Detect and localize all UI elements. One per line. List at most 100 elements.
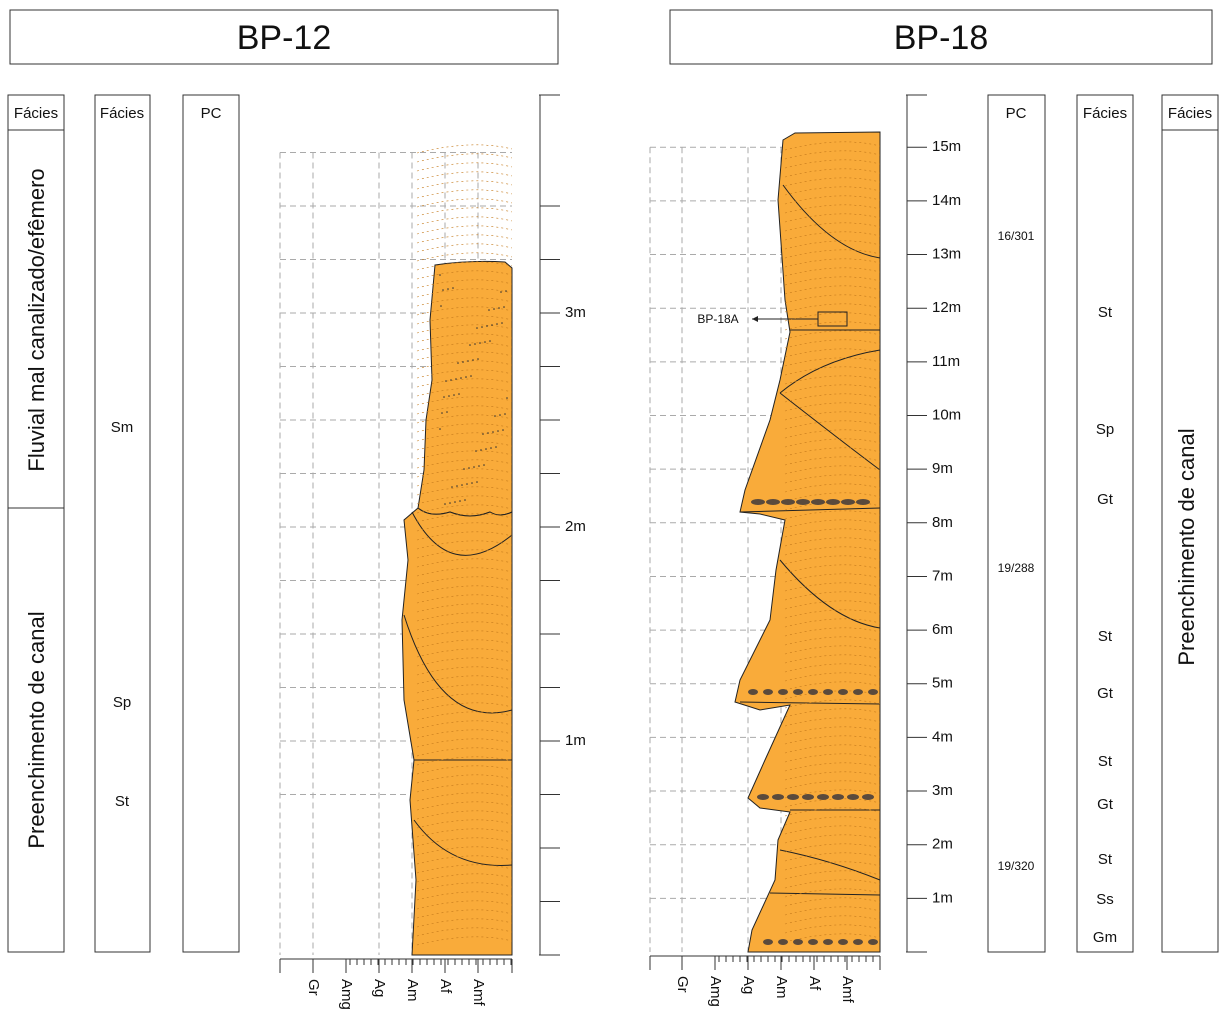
facies-association: Fluvial mal canalizado/efêmero <box>24 168 49 471</box>
grain-dot <box>491 324 493 326</box>
clast <box>781 499 795 505</box>
lamination <box>417 190 512 198</box>
lamination <box>417 208 512 216</box>
grain-dot <box>498 307 500 309</box>
depth-label: 5m <box>932 675 953 692</box>
grain-dot <box>442 289 444 291</box>
clast <box>778 689 788 695</box>
grain-dot <box>484 341 486 343</box>
clast <box>838 939 848 945</box>
grain-dot <box>493 308 495 310</box>
depth-label: 2m <box>565 518 586 535</box>
stratigraphic-logs: BP-12 BP-18 Fácies Fácies PC Fluvial mal… <box>0 0 1220 1017</box>
grain-dot <box>466 483 468 485</box>
grain-dot <box>485 448 487 450</box>
grain-dot <box>494 415 496 417</box>
grain-dot <box>449 502 451 504</box>
facies-association: Preenchimento de canal <box>1174 428 1199 665</box>
sand-unit <box>402 508 512 955</box>
facies-label: Gm <box>1093 929 1117 946</box>
grain-dot <box>440 305 442 307</box>
facies-label: Ss <box>1096 891 1114 908</box>
grain-dot <box>460 377 462 379</box>
facies-label: Gt <box>1097 491 1114 508</box>
facies-label: St <box>115 793 130 810</box>
grain-dot <box>470 375 472 377</box>
grain-dot <box>458 393 460 395</box>
depth-label: 11m <box>932 353 960 370</box>
lamination <box>417 235 512 243</box>
pc-label: 16/301 <box>998 229 1035 243</box>
clast <box>823 939 833 945</box>
sample-label: BP-18A <box>697 312 738 326</box>
lamination <box>417 181 512 189</box>
grain-dot <box>467 360 469 362</box>
grain-dot <box>463 468 465 470</box>
clast <box>832 794 844 800</box>
clast <box>763 689 773 695</box>
clast <box>772 794 784 800</box>
grain-dot <box>495 446 497 448</box>
log-title: BP-12 <box>237 19 332 57</box>
grain-dot <box>506 397 508 399</box>
pc-label: 19/288 <box>998 561 1035 575</box>
clast <box>793 689 803 695</box>
clast <box>862 794 874 800</box>
grain-dot <box>451 486 453 488</box>
lamination <box>417 226 512 234</box>
facies-label: Sm <box>111 419 134 436</box>
grain-dot <box>472 359 474 361</box>
grain-dot <box>447 288 449 290</box>
grain-dot <box>478 465 480 467</box>
column-header: Fácies <box>14 105 58 122</box>
grain-dot <box>454 501 456 503</box>
clast <box>757 794 769 800</box>
grain-dot <box>445 380 447 382</box>
grain-dot <box>455 378 457 380</box>
clast <box>808 939 818 945</box>
grain-size-label: Amf <box>470 979 487 1007</box>
grain-dot <box>465 376 467 378</box>
grain-size-label: Gr <box>305 979 322 996</box>
grain-size-label: Ag <box>371 979 388 997</box>
grain-dot <box>471 482 473 484</box>
lamination <box>417 217 512 225</box>
grain-dot <box>499 414 501 416</box>
facies-column <box>95 95 150 952</box>
lamination <box>417 154 512 162</box>
facies-label: Sp <box>1096 421 1114 438</box>
grain-dot <box>505 290 507 292</box>
clast <box>796 499 810 505</box>
lamination <box>417 244 512 252</box>
clast <box>811 499 825 505</box>
clast <box>766 499 780 505</box>
grain-dot <box>450 379 452 381</box>
pc-column <box>988 95 1045 952</box>
grain-dot <box>444 503 446 505</box>
grain-dot <box>473 466 475 468</box>
grain-dot <box>481 326 483 328</box>
depth-label: 6m <box>932 621 953 638</box>
facies-label: Sp <box>113 694 131 711</box>
depth-label: 8m <box>932 514 953 531</box>
grain-dot <box>483 464 485 466</box>
facies-label: St <box>1098 753 1113 770</box>
depth-label: 15m <box>932 138 961 155</box>
clast <box>808 689 818 695</box>
grain-dot <box>439 428 441 430</box>
grain-size-label: Gr <box>674 976 691 993</box>
grain-dot <box>475 450 477 452</box>
depth-label: 1m <box>932 889 953 906</box>
clast <box>847 794 859 800</box>
bp12-section <box>402 145 512 955</box>
facies-association: Preenchimento de canal <box>24 611 49 848</box>
facies-label: St <box>1098 304 1113 321</box>
depth-label: 9m <box>932 460 953 477</box>
facies-label: St <box>1098 628 1113 645</box>
depth-label: 14m <box>932 192 961 209</box>
grain-dot <box>489 340 491 342</box>
grain-dot <box>490 447 492 449</box>
grain-size-label: Am <box>773 976 790 999</box>
log-title: BP-18 <box>894 19 989 57</box>
grain-dot <box>479 342 481 344</box>
